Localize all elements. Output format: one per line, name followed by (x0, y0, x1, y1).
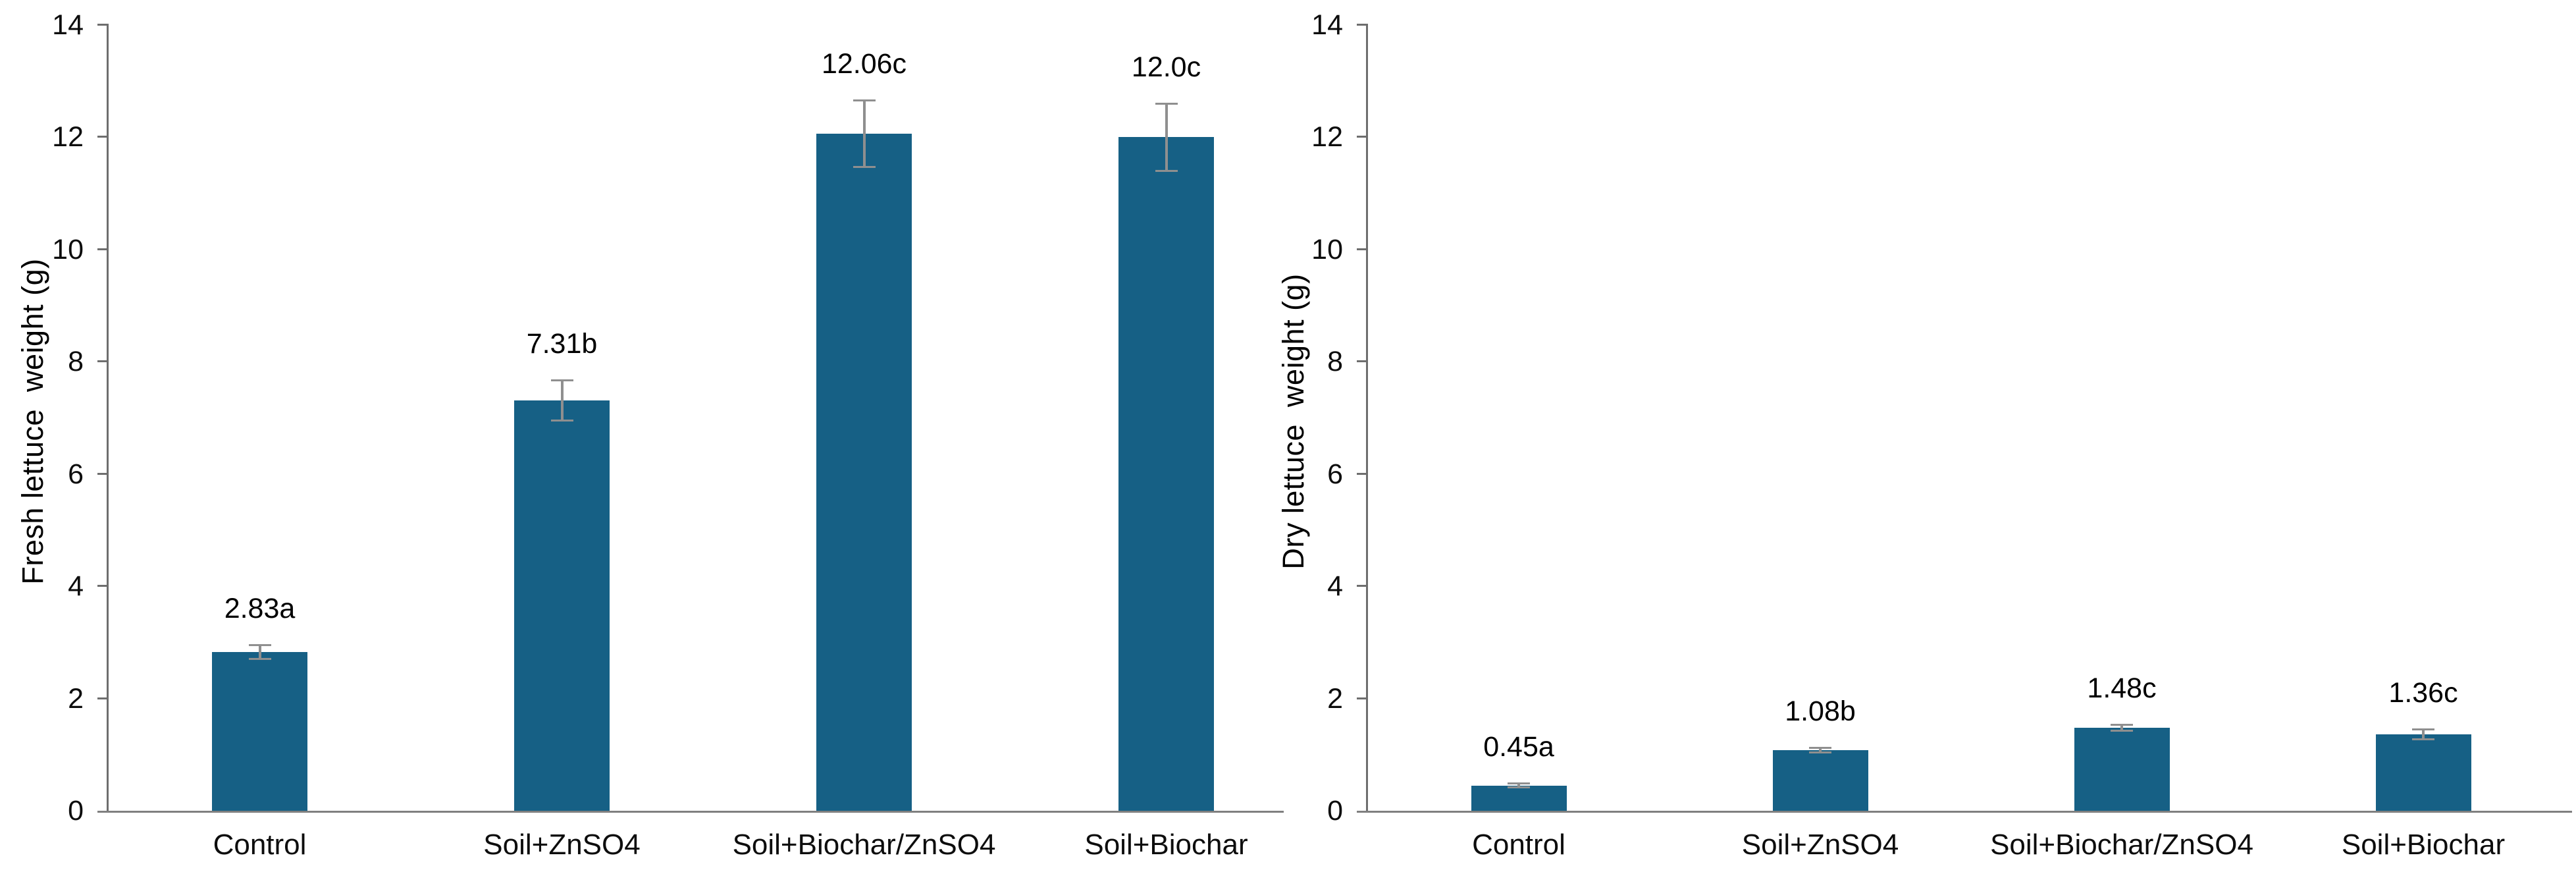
error-bar-cap-bottom (1508, 786, 1530, 789)
x-category-label: Soil+Biochar/ZnSO4 (1990, 829, 2253, 861)
y-tick-mark (1357, 136, 1366, 138)
error-bar-cap-top (853, 99, 876, 102)
bar (816, 134, 912, 811)
y-tick-mark (1357, 697, 1366, 699)
y-tick-label: 4 (68, 570, 84, 603)
error-bar-cap-bottom (2412, 738, 2434, 740)
bar (1471, 785, 1567, 811)
x-axis-line (97, 811, 1284, 813)
bar (212, 651, 307, 811)
error-bar-line (2120, 724, 2123, 731)
error-bar-cap-bottom (550, 419, 573, 422)
y-tick-mark (97, 136, 107, 138)
y-tick-label: 14 (1311, 9, 1343, 41)
y-tick-label: 10 (1311, 233, 1343, 265)
y-tick-label: 2 (68, 682, 84, 715)
y-tick-mark (1357, 248, 1366, 250)
error-bar-cap-top (248, 643, 271, 646)
y-tick-label: 12 (52, 121, 84, 153)
x-category-label: Control (213, 829, 307, 861)
y-axis-title: Fresh lettuce weight (g) (16, 258, 49, 585)
y-tick-label: 10 (52, 233, 84, 265)
x-category-label: Soil+Biochar/ZnSO4 (732, 829, 996, 861)
y-tick-label: 6 (68, 458, 84, 490)
bar-value-label: 1.48c (2087, 672, 2157, 704)
error-bar-cap-bottom (248, 657, 271, 660)
dry-lettuce-weight-chart: Dry lettuce weight (g) 0 2 4 6 8 10 12 14 0.45a C… (1276, 0, 2576, 872)
y-tick-label: 6 (1327, 458, 1343, 490)
x-category-label: Soil+ZnSO4 (1741, 829, 1899, 861)
y-tick-label: 2 (1327, 682, 1343, 715)
bar (2074, 727, 2170, 811)
y-tick-label: 8 (68, 346, 84, 378)
bar (1118, 137, 1214, 811)
error-bar-line (2422, 729, 2425, 740)
y-tick-label: 8 (1327, 346, 1343, 378)
error-bar-cap-bottom (1809, 751, 1831, 754)
y-tick-mark (1357, 585, 1366, 587)
bar-value-label: 1.08b (1785, 695, 1856, 727)
bar-value-label: 2.83a (224, 592, 296, 624)
y-tick-label: 14 (52, 9, 84, 41)
x-category-label: Control (1472, 829, 1565, 861)
y-tick-label: 0 (68, 795, 84, 827)
y-tick-mark (97, 24, 107, 26)
y-axis-title: Dry lettuce weight (g) (1276, 273, 1310, 570)
bar-value-label: 12.0c (1131, 51, 1201, 84)
y-axis-line (107, 24, 109, 813)
x-category-label: Soil+Biochar (1084, 829, 1248, 861)
error-bar-line (862, 100, 866, 168)
error-bar-cap-top (1155, 103, 1178, 105)
y-tick-mark (1357, 472, 1366, 475)
bar-value-label: 0.45a (1483, 731, 1554, 763)
y-tick-mark (97, 697, 107, 699)
bar-value-label: 1.36c (2388, 677, 2458, 709)
x-category-label: Soil+ZnSO4 (483, 829, 641, 861)
bar (514, 400, 610, 811)
y-tick-mark (1357, 24, 1366, 26)
y-axis-line (1366, 24, 1368, 813)
error-bar-line (1819, 747, 1822, 753)
y-tick-label: 0 (1327, 795, 1343, 827)
bar-value-label: 7.31b (526, 328, 598, 360)
error-bar-cap-bottom (853, 166, 876, 169)
error-bar-line (258, 644, 261, 659)
error-bar-line (1517, 783, 1520, 788)
y-tick-mark (97, 248, 107, 250)
x-category-label: Soil+Biochar (2341, 829, 2506, 861)
error-bar-cap-top (550, 379, 573, 382)
y-tick-label: 4 (1327, 570, 1343, 603)
error-bar-cap-bottom (2111, 729, 2133, 732)
y-tick-mark (97, 360, 107, 363)
y-tick-label: 12 (1311, 121, 1343, 153)
error-bar-cap-bottom (1155, 169, 1178, 172)
error-bar-line (1165, 103, 1168, 171)
error-bar-cap-top (2412, 728, 2434, 731)
bar (1772, 749, 1868, 811)
bar-value-label: 12.06c (821, 48, 907, 80)
error-bar-cap-top (2111, 723, 2133, 726)
y-tick-mark (97, 472, 107, 475)
x-axis-line (1357, 811, 2572, 813)
error-bar-line (560, 380, 564, 421)
error-bar-cap-top (1508, 782, 1530, 785)
bar (2375, 734, 2471, 811)
y-tick-mark (1357, 360, 1366, 363)
fresh-lettuce-weight-chart: Fresh lettuce weight (g) 0 2 4 6 8 10 12 14 2.83… (16, 9, 1284, 861)
error-bar-cap-top (1809, 746, 1831, 749)
y-tick-mark (97, 585, 107, 587)
